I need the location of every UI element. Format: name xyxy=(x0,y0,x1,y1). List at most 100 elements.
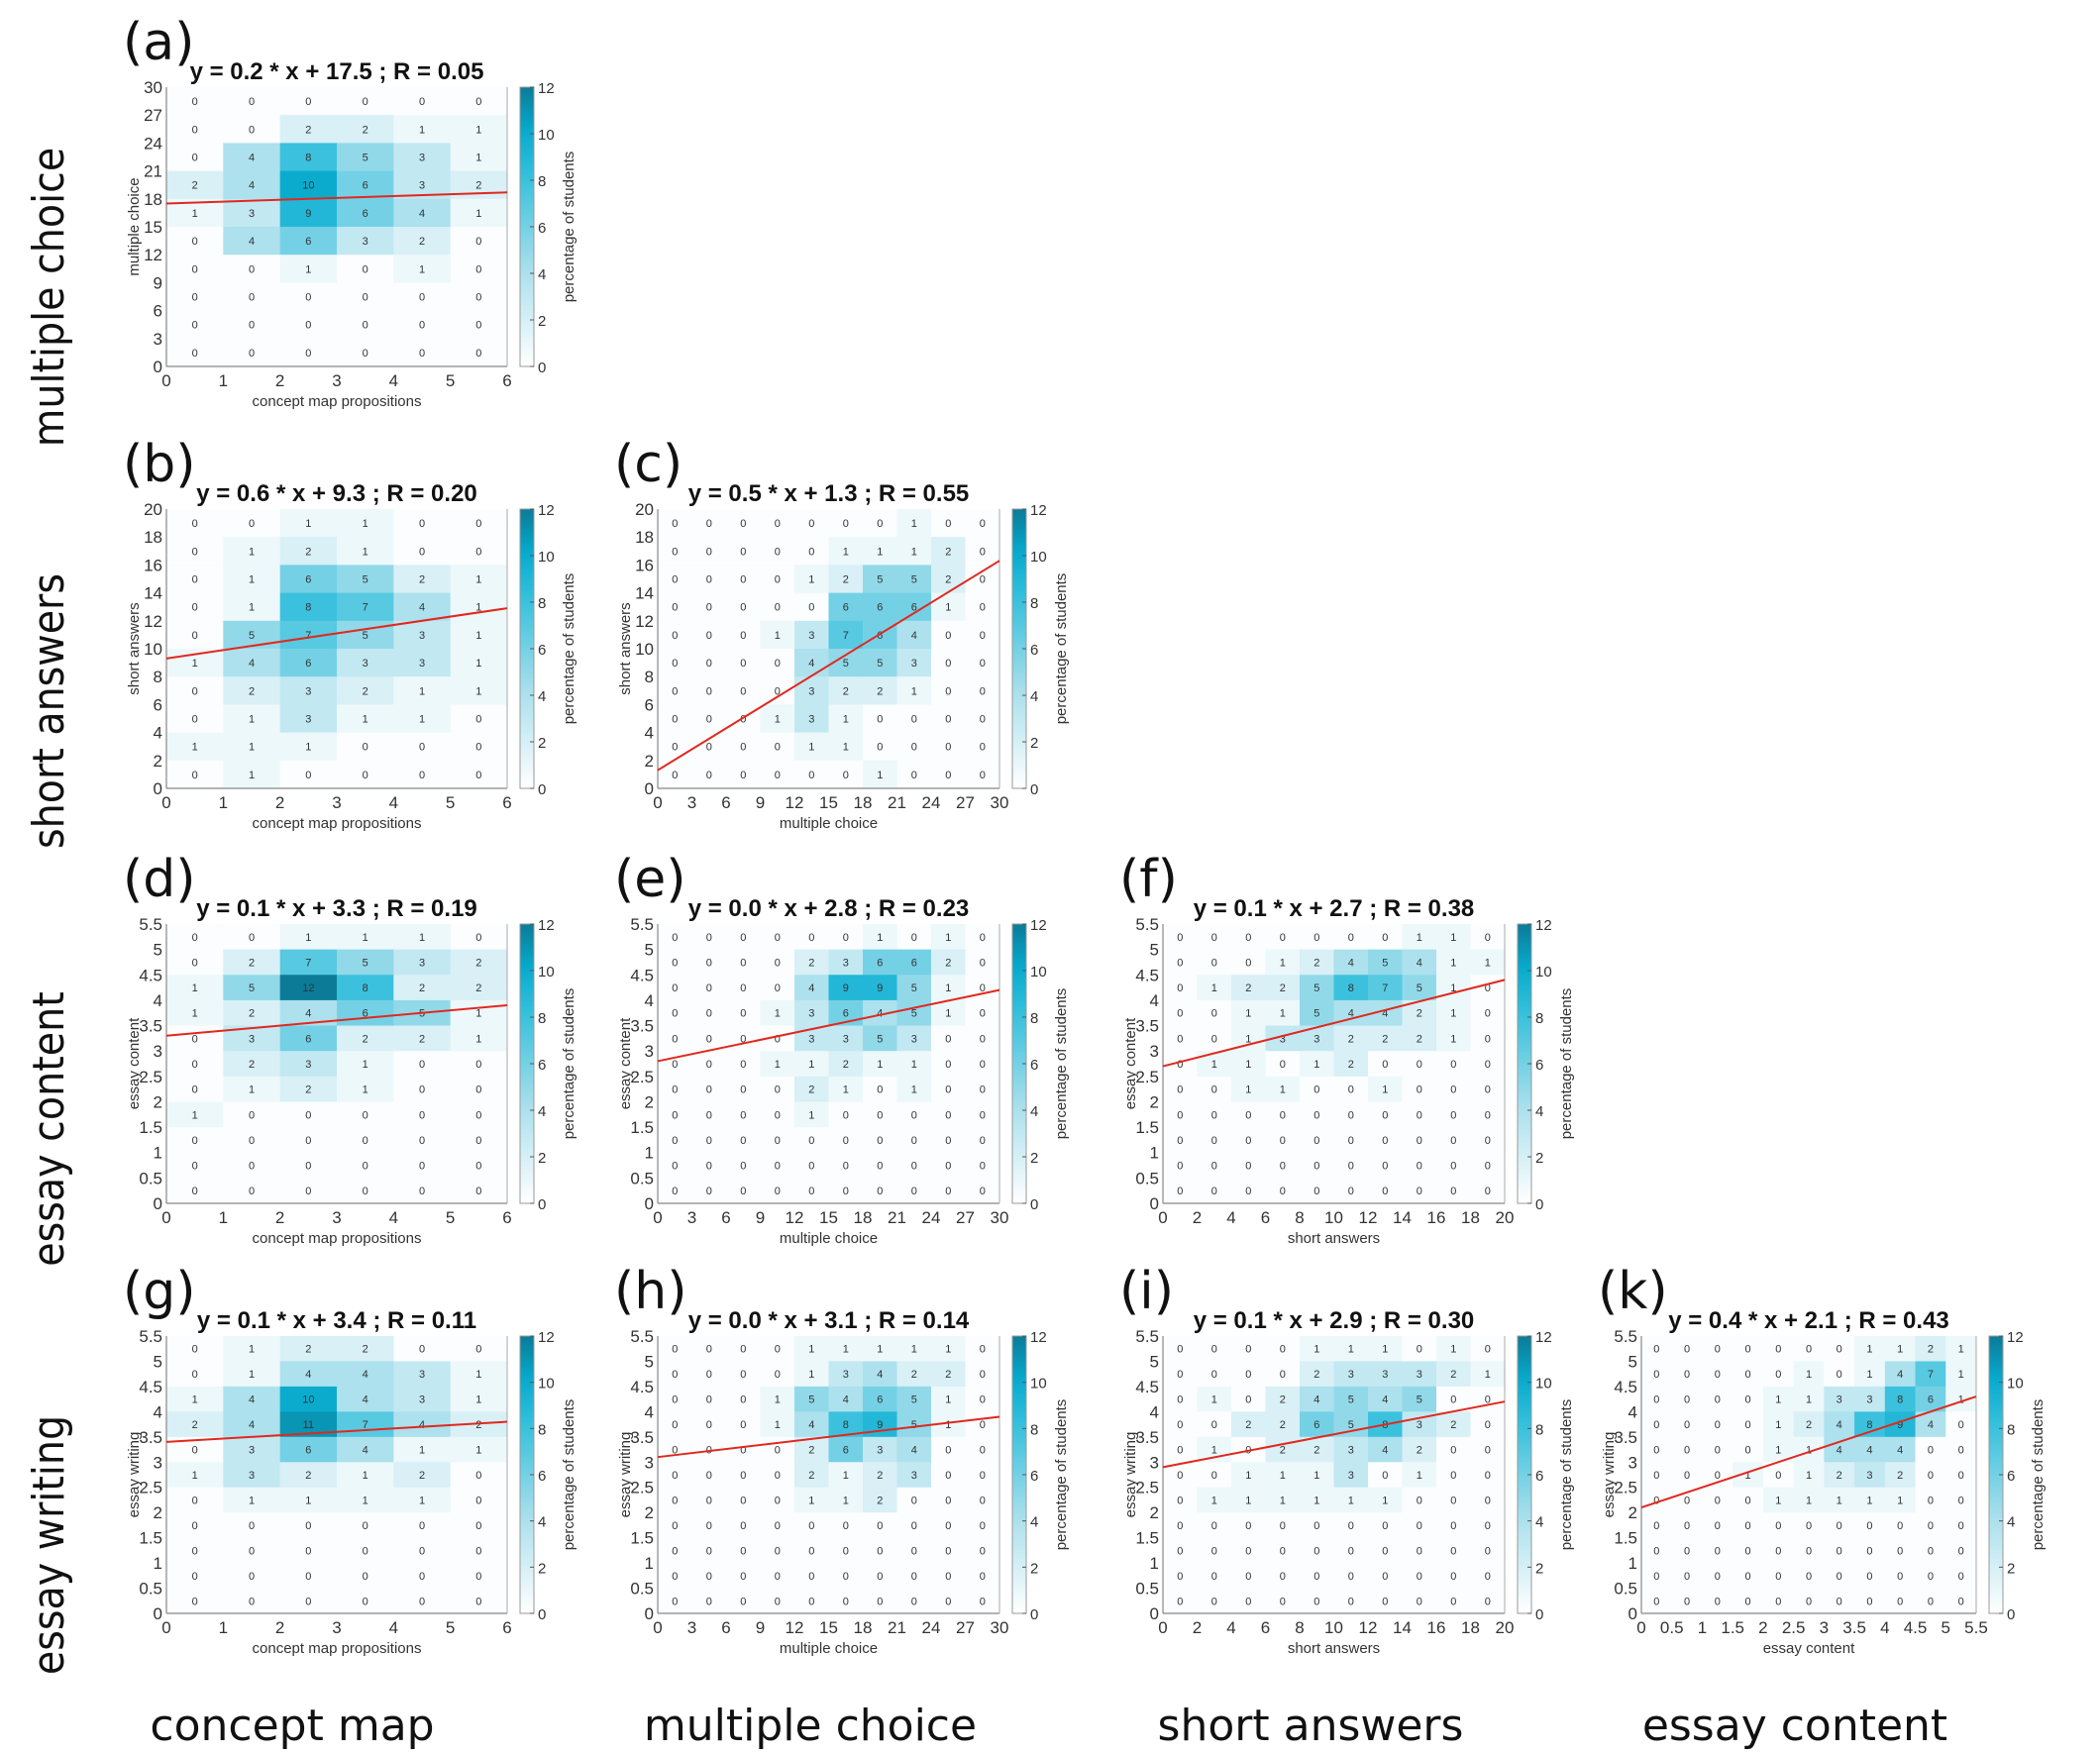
cell-value-label: 8 xyxy=(363,982,368,994)
x-tick-label: 9 xyxy=(756,1208,765,1227)
colorbar-tick-label: 12 xyxy=(1535,1329,1552,1346)
cell-value-label: 6 xyxy=(877,602,883,614)
heatmap-cell xyxy=(931,1127,966,1154)
x-tick-label: 30 xyxy=(991,1208,1009,1227)
cell-value-label: 0 xyxy=(305,1109,311,1121)
cell-value-label: 3 xyxy=(419,153,425,164)
y-tick-label: 6 xyxy=(154,695,162,714)
x-tick-label: 12 xyxy=(1359,1208,1378,1227)
cell-value-label: 0 xyxy=(672,685,678,697)
cell-value-label: 0 xyxy=(1958,1571,1964,1583)
heatmap-cell xyxy=(1368,1051,1403,1078)
colorbar-tick-label: 0 xyxy=(1535,1606,1543,1623)
cell-value-label: 9 xyxy=(305,208,311,220)
heatmap-cell xyxy=(760,1588,795,1614)
cell-value-label: 1 xyxy=(475,685,481,697)
cell-value-label: 0 xyxy=(1744,1495,1750,1506)
cell-value-label: 3 xyxy=(1866,1470,1872,1482)
cell-value-label: 0 xyxy=(740,1571,746,1583)
heatmap-cell xyxy=(166,1178,224,1204)
cell-value-label: 0 xyxy=(980,658,986,670)
heatmap-cell xyxy=(726,1178,761,1204)
cell-value-label: 0 xyxy=(672,1445,678,1457)
cell-value-label: 5 xyxy=(249,982,255,994)
heatmap-cell xyxy=(1793,1386,1825,1412)
heatmap-cell xyxy=(1163,1563,1198,1590)
heatmap-cell xyxy=(658,1025,692,1052)
cell-value-label: 0 xyxy=(419,1059,425,1071)
cell-value-label: 0 xyxy=(1485,1059,1491,1071)
heatmap-cell xyxy=(726,1588,761,1614)
cell-value-label: 0 xyxy=(945,518,951,530)
x-tick-label: 1.5 xyxy=(1721,1618,1744,1637)
heatmap-cell xyxy=(1231,1076,1266,1102)
colorbar-tick-label: 2 xyxy=(1030,735,1038,752)
heatmap-cell xyxy=(166,565,224,594)
cell-value-label: 0 xyxy=(475,1596,481,1607)
heatmap-cell xyxy=(658,949,692,976)
heatmap-cell xyxy=(1300,1361,1334,1388)
cell-value-label: 0 xyxy=(1485,1161,1491,1173)
heatmap-cell xyxy=(337,704,394,734)
x-axis-label: concept map propositions xyxy=(253,393,422,410)
heatmap-cell xyxy=(896,620,932,650)
x-tick-label: 6 xyxy=(1261,1618,1270,1637)
colorbar-tick-label: 6 xyxy=(538,1468,546,1485)
cell-value-label: 1 xyxy=(1313,1344,1319,1356)
heatmap-cell xyxy=(691,924,727,951)
cell-value-label: 0 xyxy=(249,320,255,332)
cell-value-label: 0 xyxy=(808,1545,814,1557)
cell-value-label: 1 xyxy=(808,1344,814,1356)
cell-value-label: 0 xyxy=(1485,1186,1491,1197)
heatmap-cell xyxy=(1762,1411,1795,1438)
cell-value-label: 1 xyxy=(945,1394,951,1406)
heatmap-cell xyxy=(1265,975,1301,1001)
cell-value-label: 6 xyxy=(843,1008,849,1020)
cell-value-label: 5 xyxy=(877,658,883,670)
cell-value-label: 0 xyxy=(1653,1470,1659,1482)
heatmap-cell xyxy=(1470,1588,1506,1614)
cell-value-label: 0 xyxy=(1382,1161,1388,1173)
cell-value-label: 0 xyxy=(1177,1033,1183,1045)
y-tick-label: 4 xyxy=(645,724,654,743)
cell-value-label: 10 xyxy=(302,180,314,192)
heatmap-cell xyxy=(1265,1462,1301,1489)
cell-value-label: 2 xyxy=(1417,1008,1422,1020)
heatmap-panel-c: (c) y = 0.5 * x + 1.3 ; R = 0.550 0 0 0 0 0 0 1 0… xyxy=(614,435,1070,832)
heatmap-cell xyxy=(1915,1487,1946,1513)
cell-value-label: 0 xyxy=(419,770,425,781)
heatmap-cell xyxy=(1793,1512,1825,1539)
cell-value-label: 0 xyxy=(980,1109,986,1121)
y-tick-label: 3.5 xyxy=(630,1428,654,1447)
cell-value-label: 3 xyxy=(1866,1394,1872,1406)
cell-value-label: 3 xyxy=(911,1470,917,1482)
x-tick-label: 1 xyxy=(219,1208,228,1227)
heatmap-cell xyxy=(1300,975,1334,1001)
cell-value-label: 0 xyxy=(1806,1596,1812,1607)
y-tick-label: 3.5 xyxy=(139,1017,162,1036)
heatmap-cell xyxy=(1470,1076,1506,1102)
heatmap-cell xyxy=(965,1336,1000,1362)
cell-value-label: 0 xyxy=(1382,1135,1388,1147)
cell-value-label: 1 xyxy=(843,1470,849,1482)
cell-value-label: 0 xyxy=(1897,1596,1903,1607)
heatmap-cell xyxy=(794,1076,829,1102)
colorbar-tick-label: 6 xyxy=(538,1057,546,1074)
cell-value-label: 1 xyxy=(419,685,425,697)
heatmap-cell xyxy=(279,1051,338,1078)
cell-value-label: 0 xyxy=(1280,1369,1286,1381)
cell-value-label: 0 xyxy=(1211,1419,1217,1431)
heatmap-cell xyxy=(794,592,829,622)
cell-value-label: 0 xyxy=(980,1033,986,1045)
heatmap-cell xyxy=(337,975,394,1001)
colorbar-tick-label: 6 xyxy=(1030,642,1038,659)
cell-value-label: 1 xyxy=(1744,1470,1750,1482)
x-tick-label: 2 xyxy=(1193,1208,1202,1227)
cell-value-label: 0 xyxy=(1177,1344,1183,1356)
cell-value-label: 8 xyxy=(305,602,311,614)
cell-value-label: 0 xyxy=(305,1135,311,1147)
heatmap-cell xyxy=(337,1462,394,1489)
heatmap-cell xyxy=(337,1563,394,1590)
heatmap-cell xyxy=(450,310,508,340)
heatmap-cell xyxy=(337,565,394,594)
